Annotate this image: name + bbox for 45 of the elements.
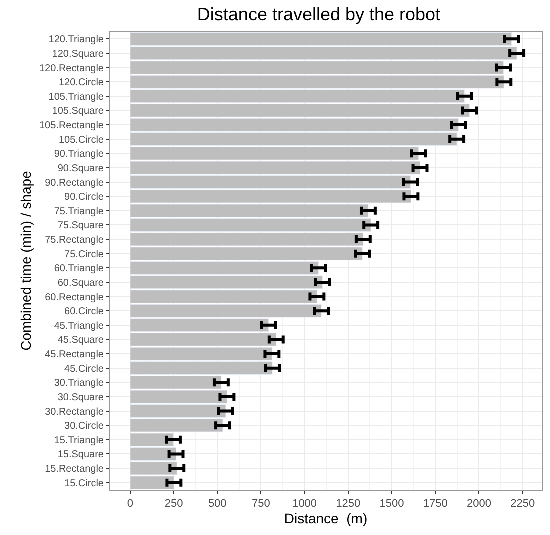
y-tick-label: 60.Square: [58, 278, 104, 289]
y-tick-label: 75.Triangle: [54, 206, 104, 218]
y-axis-title: Combined time (min) / shape: [18, 170, 34, 351]
y-tick-label: 60.Circle: [64, 306, 104, 318]
x-axis-title: Distance (m): [284, 510, 368, 526]
x-tick-label: 1250: [336, 498, 361, 510]
y-tick-label: 120.Rectangle: [40, 63, 104, 74]
y-tick-label: 45.Rectangle: [45, 350, 104, 361]
y-tick-label: 90.Square: [58, 163, 104, 174]
y-tick-label: 105.Circle: [58, 134, 104, 146]
y-tick-label: 30.Rectangle: [45, 406, 104, 418]
x-tick-label: 2000: [466, 498, 492, 510]
x-tick-label: 750: [252, 498, 270, 510]
y-tick-label: 45.Circle: [64, 364, 104, 375]
y-tick-label: 60.Triangle: [54, 264, 104, 275]
x-tick-label: 2250: [510, 498, 536, 510]
x-tick-label: 500: [208, 498, 227, 510]
y-tick-label: 120.Circle: [58, 78, 104, 89]
y-tick-label: 105.Square: [52, 106, 104, 118]
y-tick-label: 45.Square: [58, 335, 104, 346]
x-tick-label: 1750: [423, 498, 448, 510]
y-tick-label: 105.Triangle: [48, 92, 104, 103]
x-tick-label: 250: [164, 498, 184, 510]
y-tick-label: 15.Triangle: [54, 435, 104, 446]
y-tick-label: 30.Triangle: [54, 378, 104, 390]
y-tick-label: 30.Circle: [64, 421, 104, 432]
y-tick-label: 75.Rectangle: [45, 235, 104, 246]
x-tick-label: 0: [127, 498, 134, 510]
chart-title: Distance travelled by the robot: [197, 4, 441, 25]
y-tick-label: 45.Triangle: [54, 320, 104, 332]
y-tick-label: 90.Circle: [64, 192, 104, 204]
y-tick-label: 105.Rectangle: [40, 120, 104, 132]
y-tick-label: 15.Rectangle: [45, 464, 104, 476]
y-tick-label: 120.Triangle: [48, 34, 104, 46]
y-tick-label: 15.Square: [58, 450, 104, 461]
x-tick-label: 1000: [292, 498, 318, 510]
y-tick-label: 75.Circle: [64, 249, 104, 260]
y-tick-label: 60.Rectangle: [45, 292, 104, 304]
y-tick-label: 15.Circle: [64, 478, 104, 490]
y-tick-label: 90.Rectangle: [45, 178, 104, 189]
y-tick-label: 30.Square: [58, 392, 104, 404]
y-tick-label: 90.Triangle: [54, 149, 104, 160]
y-tick-label: 75.Square: [58, 220, 104, 232]
y-tick-label: 120.Square: [52, 48, 104, 60]
x-tick-label: 1500: [380, 498, 404, 510]
